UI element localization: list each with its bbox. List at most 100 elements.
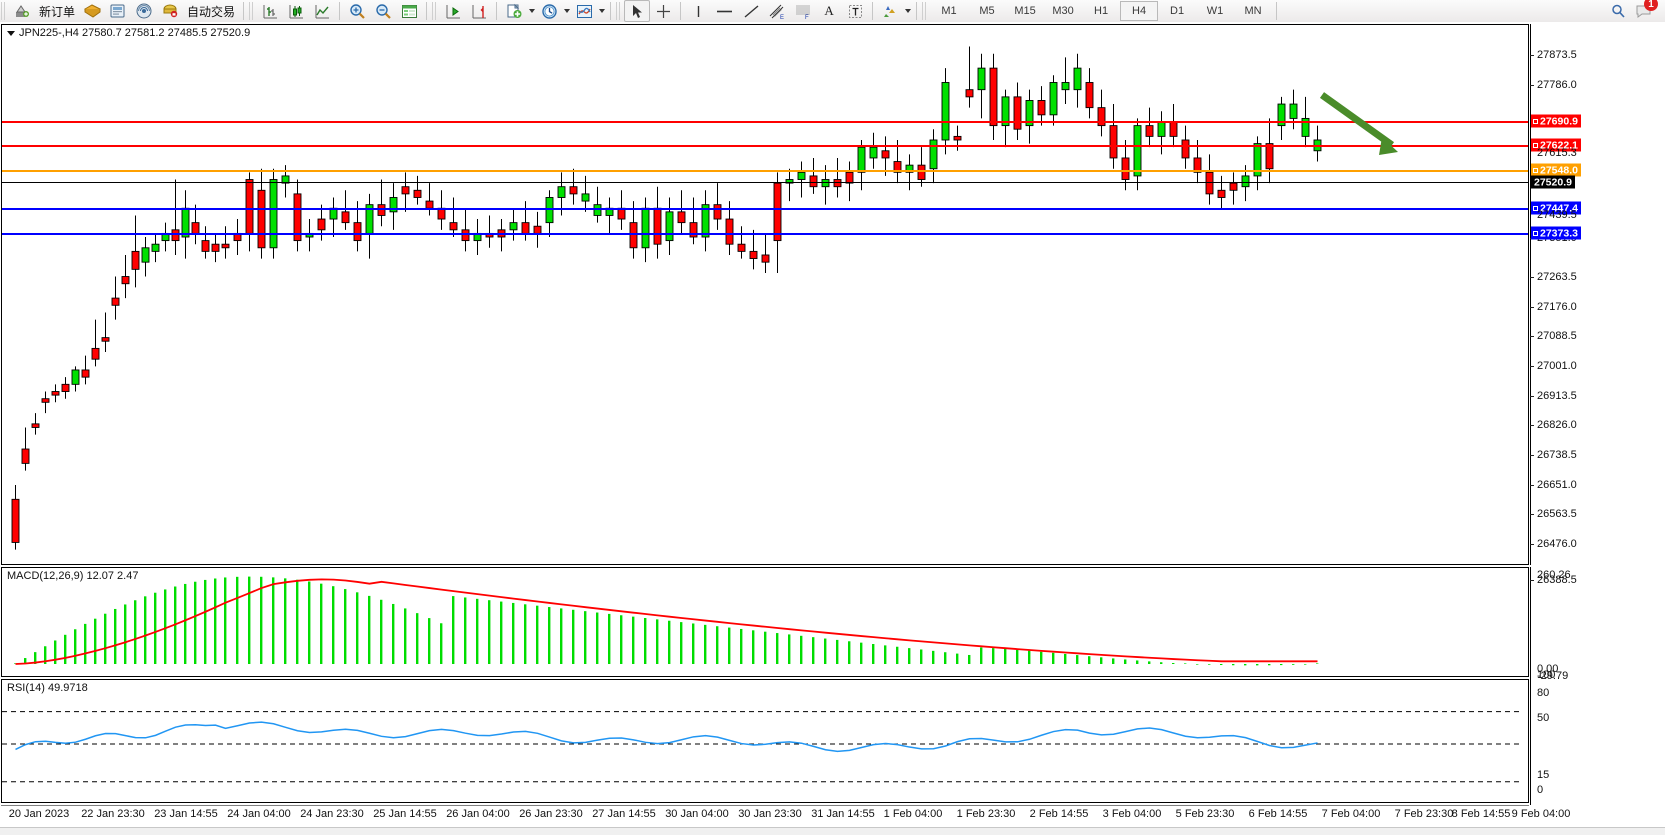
price-axis[interactable]: 27873.527786.027351.027263.527176.027088… xyxy=(1530,24,1665,805)
macd-histogram-bar xyxy=(944,652,947,664)
macd-pane[interactable]: MACD(12,26,9) 12.07 2.47 xyxy=(1,567,1529,677)
fibonacci-button[interactable]: F xyxy=(790,0,816,22)
signals-button[interactable] xyxy=(131,0,157,22)
candle-body xyxy=(557,186,566,198)
level-line-resistance-2[interactable] xyxy=(2,145,1528,147)
cursor-button[interactable] xyxy=(624,0,651,22)
macd-axis-top: 260.26 xyxy=(1537,569,1571,581)
horizontal-line-button[interactable] xyxy=(711,0,738,22)
candle-body xyxy=(1025,100,1034,127)
timeframe-w1[interactable]: W1 xyxy=(1206,5,1224,17)
timeframe-m15[interactable]: M15 xyxy=(1014,5,1036,17)
zoom-in-button[interactable] xyxy=(344,0,370,22)
templates-dropdown[interactable] xyxy=(597,1,606,21)
chart-shift-button[interactable] xyxy=(466,0,492,22)
timeframe-toolbar-grip[interactable] xyxy=(922,2,929,20)
data-window-button[interactable] xyxy=(396,0,422,22)
candle-body xyxy=(201,240,210,252)
candle-body xyxy=(1205,171,1214,195)
toolbar-separator-7 xyxy=(872,2,874,20)
line-chart-button[interactable] xyxy=(309,0,335,22)
macd-histogram-bar xyxy=(740,628,743,664)
level-line-resistance-1[interactable] xyxy=(2,121,1528,123)
price-pane[interactable]: JPN225-,H4 27580.7 27581.2 27485.5 27520… xyxy=(1,24,1529,565)
timeframe-h4[interactable]: H4 xyxy=(1120,1,1159,21)
timeframe-m5[interactable]: M5 xyxy=(979,5,995,17)
price-label-resistance-1[interactable]: 27690.9 xyxy=(1531,114,1581,128)
wallet-button[interactable] xyxy=(79,0,105,22)
level-handle-icon[interactable] xyxy=(1533,167,1538,173)
chart-area[interactable]: JPN225-,H4 27580.7 27581.2 27485.5 27520… xyxy=(0,22,1665,835)
price-candles xyxy=(11,46,1322,550)
price-label-current-price[interactable]: 27520.9 xyxy=(1531,175,1575,189)
level-line-current-price[interactable] xyxy=(2,182,1528,183)
equidistant-channel-button[interactable]: E xyxy=(764,0,790,22)
draw-toolbar-grip[interactable] xyxy=(616,2,623,20)
macd-histogram-bar xyxy=(1148,661,1151,664)
period-dropdown[interactable] xyxy=(562,1,571,21)
toolbar-grip[interactable] xyxy=(1,2,7,20)
candle-body xyxy=(1265,143,1274,170)
objects-dropdown[interactable] xyxy=(903,1,912,21)
text-label-button[interactable] xyxy=(842,0,868,22)
timeframe-mn[interactable]: MN xyxy=(1244,5,1262,17)
rsi-axis-label: 100 xyxy=(1537,669,1556,681)
zoom-out-button[interactable] xyxy=(370,0,396,22)
macd-histogram-bar xyxy=(932,650,935,664)
svg-text:F: F xyxy=(805,15,809,20)
timeframe-h1[interactable]: H1 xyxy=(1094,5,1109,17)
price-label-support-1[interactable]: 27447.4 xyxy=(1531,201,1581,215)
timeframe-m30[interactable]: M30 xyxy=(1052,5,1074,17)
templates-button[interactable] xyxy=(571,0,597,22)
time-axis[interactable]: 20 Jan 2023 22 Jan 23:30 23 Jan 14:55 24 Ja… xyxy=(1,805,1570,828)
news-button[interactable] xyxy=(105,0,131,22)
level-handle-icon[interactable] xyxy=(1533,118,1538,124)
macd-histogram-bar xyxy=(1064,653,1067,664)
chat-button[interactable]: 1 xyxy=(1631,0,1658,22)
period-button[interactable] xyxy=(536,0,562,22)
level-handle-icon[interactable] xyxy=(1533,230,1538,236)
timeframe-m1[interactable]: M1 xyxy=(941,5,957,17)
auto-scroll-button[interactable] xyxy=(440,0,466,22)
price-tick-label: 26651.0 xyxy=(1537,479,1577,491)
autotrade-button[interactable] xyxy=(157,0,183,22)
chart-symbol-header: JPN225-,H4 27580.7 27581.2 27485.5 27520… xyxy=(6,27,252,39)
candle-body xyxy=(101,337,110,342)
scroll-toolbar-grip[interactable] xyxy=(432,2,439,20)
price-label-resistance-2[interactable]: 27622.1 xyxy=(1531,138,1581,152)
new-order-button[interactable] xyxy=(9,0,35,22)
level-handle-icon[interactable] xyxy=(1533,205,1538,211)
candlestick-chart-button[interactable] xyxy=(283,0,309,22)
level-handle-icon[interactable] xyxy=(1533,142,1538,148)
macd-histogram-bar xyxy=(884,645,887,664)
level-line-pivot[interactable] xyxy=(2,170,1528,172)
add-indicator-dropdown[interactable] xyxy=(527,1,536,21)
add-indicator-button[interactable] xyxy=(501,0,527,22)
time-axis-label: 22 Jan 23:30 xyxy=(81,808,145,820)
level-line-support-1[interactable] xyxy=(2,208,1528,210)
candle-body xyxy=(725,218,734,245)
time-axis-label: 27 Jan 14:55 xyxy=(592,808,656,820)
level-line-support-2[interactable] xyxy=(2,233,1528,235)
trendline-button[interactable] xyxy=(738,0,764,22)
toolbar-separator-3 xyxy=(426,2,428,20)
price-label-pivot[interactable]: 27548.0 xyxy=(1531,163,1581,177)
macd-histogram-bar xyxy=(800,635,803,664)
timeframe-d1[interactable]: D1 xyxy=(1170,5,1185,17)
crosshair-button[interactable] xyxy=(650,0,676,22)
chart-toolbar-grip[interactable] xyxy=(249,2,256,20)
search-button[interactable] xyxy=(1605,0,1631,22)
collapse-triangle-icon[interactable] xyxy=(7,30,15,36)
price-tick-mark xyxy=(1530,455,1534,456)
text-icon[interactable]: A xyxy=(824,3,834,18)
new-order-label[interactable]: 新订单 xyxy=(39,4,76,19)
candle-body xyxy=(51,391,60,396)
vertical-line-button[interactable] xyxy=(685,0,711,22)
price-label-support-2[interactable]: 27373.3 xyxy=(1531,226,1581,240)
bar-chart-button[interactable] xyxy=(257,0,283,22)
price-tick-mark xyxy=(1530,85,1534,86)
rsi-pane[interactable]: RSI(14) 49.9718 xyxy=(1,679,1529,803)
objects-button[interactable] xyxy=(877,0,903,22)
macd-histogram-bar xyxy=(704,624,707,664)
autotrade-label[interactable]: 自动交易 xyxy=(187,4,236,19)
